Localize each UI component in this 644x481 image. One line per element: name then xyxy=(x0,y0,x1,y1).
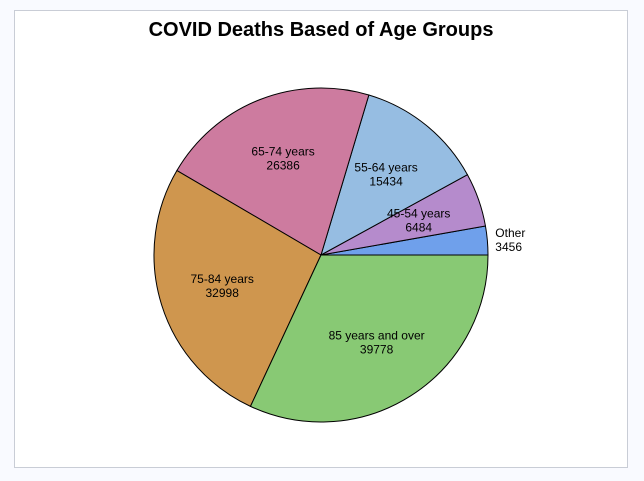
slice-label-value: 39778 xyxy=(360,342,394,356)
chart-title: COVID Deaths Based of Age Groups xyxy=(148,19,494,41)
slice-label-85-years-and-over: 85 years and over 39778 xyxy=(329,328,425,356)
slice-label-name: 55-64 years xyxy=(354,161,417,175)
slice-label-name: 85 years and over xyxy=(329,328,425,342)
slice-label-value: 3456 xyxy=(495,240,522,254)
pie-slice-75-84-years xyxy=(153,169,322,408)
slice-label-name: 45-54 years xyxy=(387,207,450,221)
slice-label-75-84-years: 75-84 years 32998 xyxy=(191,272,254,300)
slice-label-value: 6484 xyxy=(405,221,432,235)
pie-slice-65-74-years xyxy=(176,87,370,256)
slice-label-45-54-years: 45-54 years 6484 xyxy=(387,207,450,235)
pie-labels: Other 3456 45-54 years 6484 55-64 years 15434… xyxy=(191,145,526,357)
slice-label-name: 75-84 years xyxy=(191,272,254,286)
slice-label-other: Other 3456 xyxy=(495,226,525,254)
slice-label-55-64-years: 55-64 years 15434 xyxy=(354,161,417,189)
pie-slices xyxy=(153,87,489,423)
slice-label-value: 15434 xyxy=(369,175,403,189)
slice-label-value: 26386 xyxy=(266,159,300,173)
pie-slice-85-years-and-over xyxy=(249,254,489,423)
slice-label-value: 32998 xyxy=(206,286,240,300)
slice-label-name: 65-74 years xyxy=(251,145,314,159)
slice-label-name: Other xyxy=(495,226,525,240)
pie-slice-55-64-years xyxy=(320,94,469,257)
slice-label-65-74-years: 65-74 years 26386 xyxy=(251,145,314,173)
